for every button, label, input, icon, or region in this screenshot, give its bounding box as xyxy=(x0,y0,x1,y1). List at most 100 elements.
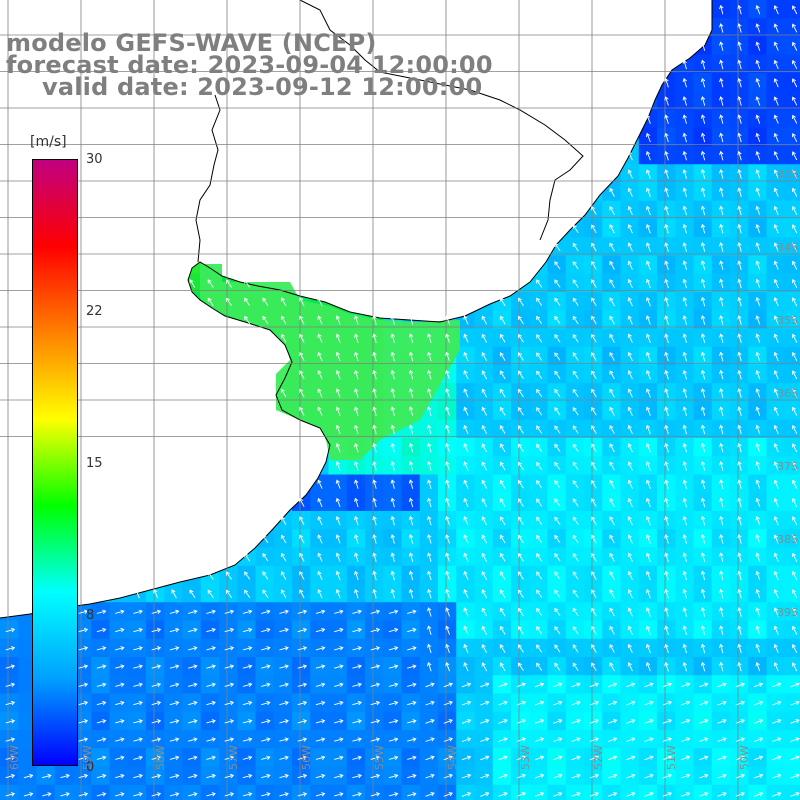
wind-arrow-head xyxy=(448,755,453,760)
wind-arrow-head xyxy=(138,737,143,742)
wind-arrow-head xyxy=(518,552,522,558)
wind-arrow xyxy=(388,756,398,760)
wind-arrow xyxy=(665,261,669,270)
wind-arrow-head xyxy=(248,682,253,688)
wind-arrow xyxy=(370,610,380,614)
wind-arrow-head xyxy=(737,132,742,137)
wind-arrow-head xyxy=(445,370,450,375)
wind-arrow xyxy=(792,607,798,617)
wind-arrow xyxy=(262,535,269,544)
wind-arrow-head xyxy=(138,773,143,779)
wind-arrow xyxy=(554,535,561,544)
wind-arrow xyxy=(317,571,323,581)
wind-arrow-head xyxy=(791,351,796,357)
wind-arrow-head xyxy=(645,278,651,284)
wind-arrow xyxy=(774,388,779,398)
wind-arrow xyxy=(591,535,597,544)
wind-arrow xyxy=(5,756,15,760)
wind-arrow-head xyxy=(536,297,541,302)
wind-arrow-head xyxy=(682,607,687,612)
wind-arrow xyxy=(336,553,341,562)
wind-arrow-head xyxy=(773,406,778,411)
wind-arrow xyxy=(334,683,343,687)
wind-arrow-head xyxy=(791,278,796,284)
wind-arrow-head xyxy=(645,443,651,448)
wind-arrow xyxy=(665,115,669,124)
wind-arrow xyxy=(336,388,341,398)
wind-arrow-head xyxy=(572,407,577,412)
wind-arrow-head xyxy=(536,516,541,521)
wind-arrow xyxy=(720,589,724,599)
wind-arrow-head xyxy=(445,351,450,357)
wind-arrow xyxy=(226,298,232,306)
wind-arrow-head xyxy=(321,664,326,669)
wind-arrow xyxy=(370,738,380,742)
wind-arrow-head xyxy=(536,571,541,576)
wind-arrow xyxy=(572,279,579,288)
wind-arrow-head xyxy=(682,223,687,229)
wind-arrow xyxy=(534,792,544,797)
wind-arrow-head xyxy=(467,682,472,687)
wind-arrow-head xyxy=(627,333,632,338)
wind-arrow xyxy=(425,701,435,706)
wind-arrow xyxy=(701,42,706,51)
wind-arrow xyxy=(665,662,669,672)
wind-arrow-head xyxy=(773,41,778,46)
wind-arrow xyxy=(609,279,615,288)
wind-arrow xyxy=(589,701,599,706)
wind-arrow-head xyxy=(503,682,508,687)
wind-arrow xyxy=(482,462,487,471)
wind-arrow-head xyxy=(719,187,724,192)
wind-arrow-head xyxy=(700,552,706,557)
wind-arrow-head xyxy=(481,571,486,576)
wind-arrow-head xyxy=(175,773,180,779)
wind-arrow-head xyxy=(83,773,89,779)
wind-arrow-head xyxy=(791,315,796,320)
wind-arrow xyxy=(571,756,581,761)
wind-arrow xyxy=(701,78,706,88)
wind-arrow-head xyxy=(175,646,180,651)
wind-arrow xyxy=(409,571,414,581)
wind-arrow xyxy=(683,151,687,161)
wind-arrow xyxy=(334,774,343,779)
wind-arrow-head xyxy=(412,627,417,633)
wind-arrow-head xyxy=(299,589,304,594)
wind-arrow xyxy=(188,610,197,614)
wind-arrow xyxy=(609,589,615,599)
wind-arrow xyxy=(756,224,761,234)
wind-arrow-head xyxy=(700,242,706,247)
wind-arrow-head xyxy=(445,461,450,466)
wind-arrow xyxy=(409,498,414,508)
wind-arrow-head xyxy=(576,737,581,742)
wind-arrow xyxy=(701,297,706,307)
wind-arrow-head xyxy=(664,588,669,594)
wind-arrow-head xyxy=(777,682,782,687)
wind-arrow-head xyxy=(609,516,614,521)
wind-arrow xyxy=(720,480,724,489)
wind-arrow xyxy=(683,407,687,416)
wind-arrow xyxy=(571,701,581,706)
wind-arrow-head xyxy=(627,516,632,521)
wind-arrow-head xyxy=(481,315,486,320)
wind-arrow-head xyxy=(791,132,796,138)
wind-arrow xyxy=(391,480,395,489)
wind-arrow xyxy=(738,443,742,453)
wind-arrow xyxy=(224,683,234,687)
lat-label-37s: 37S xyxy=(777,460,798,473)
wind-arrow xyxy=(665,553,669,562)
wind-arrow-head xyxy=(372,588,377,594)
wind-arrow xyxy=(188,793,197,797)
wind-arrow xyxy=(572,316,579,325)
wind-arrow-head xyxy=(445,315,450,320)
wind-arrow-head xyxy=(719,114,724,119)
wind-arrow-head xyxy=(536,425,541,430)
wind-arrow-head xyxy=(284,719,289,724)
wind-arrow xyxy=(571,774,581,779)
wind-arrow xyxy=(554,261,561,270)
wind-arrow xyxy=(738,370,742,380)
wind-arrow xyxy=(609,316,615,325)
wind-arrow xyxy=(189,589,196,599)
wind-arrow xyxy=(683,133,687,143)
wind-arrow xyxy=(680,701,690,706)
wind-arrow-head xyxy=(321,773,326,779)
